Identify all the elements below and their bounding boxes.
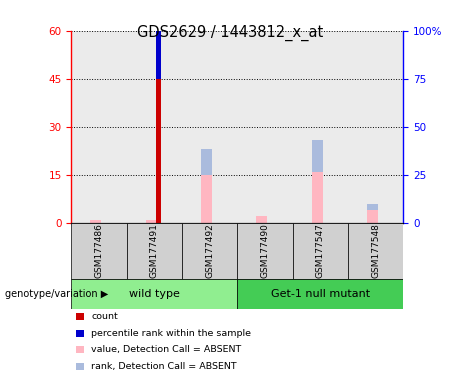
Bar — [71, 279, 237, 309]
Bar — [367, 204, 378, 210]
Text: genotype/variation ▶: genotype/variation ▶ — [5, 289, 108, 299]
Bar — [237, 223, 293, 279]
Bar — [312, 139, 323, 172]
Bar — [293, 223, 348, 279]
Text: Get-1 null mutant: Get-1 null mutant — [271, 289, 370, 299]
Text: GDS2629 / 1443812_x_at: GDS2629 / 1443812_x_at — [137, 25, 324, 41]
Bar — [348, 223, 403, 279]
Text: GSM177548: GSM177548 — [371, 223, 380, 278]
Text: GSM177492: GSM177492 — [205, 223, 214, 278]
Text: count: count — [91, 312, 118, 321]
Bar — [146, 220, 157, 223]
Text: value, Detection Call = ABSENT: value, Detection Call = ABSENT — [91, 345, 242, 354]
Bar — [90, 220, 101, 223]
Text: rank, Detection Call = ABSENT: rank, Detection Call = ABSENT — [91, 362, 237, 371]
Bar — [367, 210, 378, 223]
Text: wild type: wild type — [129, 289, 180, 299]
Text: GSM177486: GSM177486 — [95, 223, 104, 278]
Bar — [201, 149, 212, 175]
Bar — [71, 223, 127, 279]
Bar — [155, 28, 161, 79]
Text: GSM177547: GSM177547 — [316, 223, 325, 278]
Bar — [127, 223, 182, 279]
Bar — [312, 172, 323, 223]
Bar — [182, 223, 237, 279]
Bar — [155, 79, 161, 223]
Bar — [237, 279, 403, 309]
Text: GSM177490: GSM177490 — [260, 223, 270, 278]
Bar — [256, 216, 267, 223]
Text: GSM177491: GSM177491 — [150, 223, 159, 278]
Bar — [201, 175, 212, 223]
Text: percentile rank within the sample: percentile rank within the sample — [91, 329, 251, 338]
